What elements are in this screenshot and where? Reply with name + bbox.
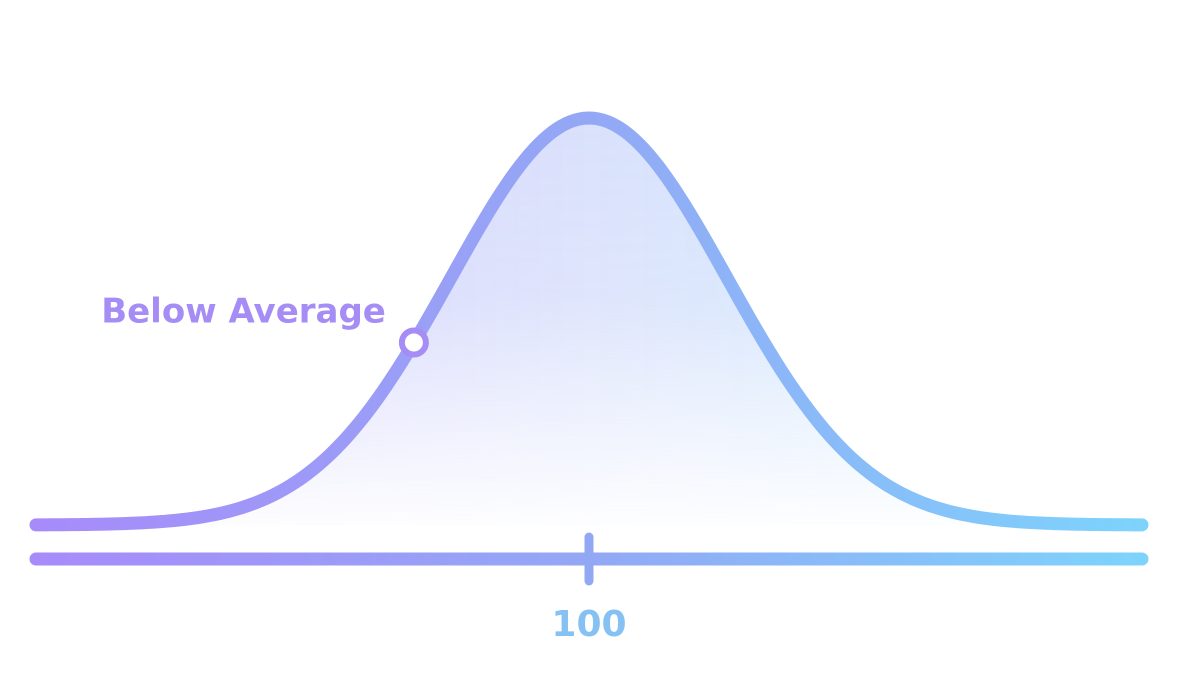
ticks-layer: 100 (551, 532, 627, 645)
curve-marker-label: Below Average (101, 292, 386, 332)
curve-area-fill (36, 118, 1142, 525)
curve-marker-point (398, 327, 429, 358)
markers-layer: Below Average (101, 292, 429, 358)
x-axis-tick-label: 100 (551, 604, 626, 645)
curve-line (29, 111, 1149, 532)
